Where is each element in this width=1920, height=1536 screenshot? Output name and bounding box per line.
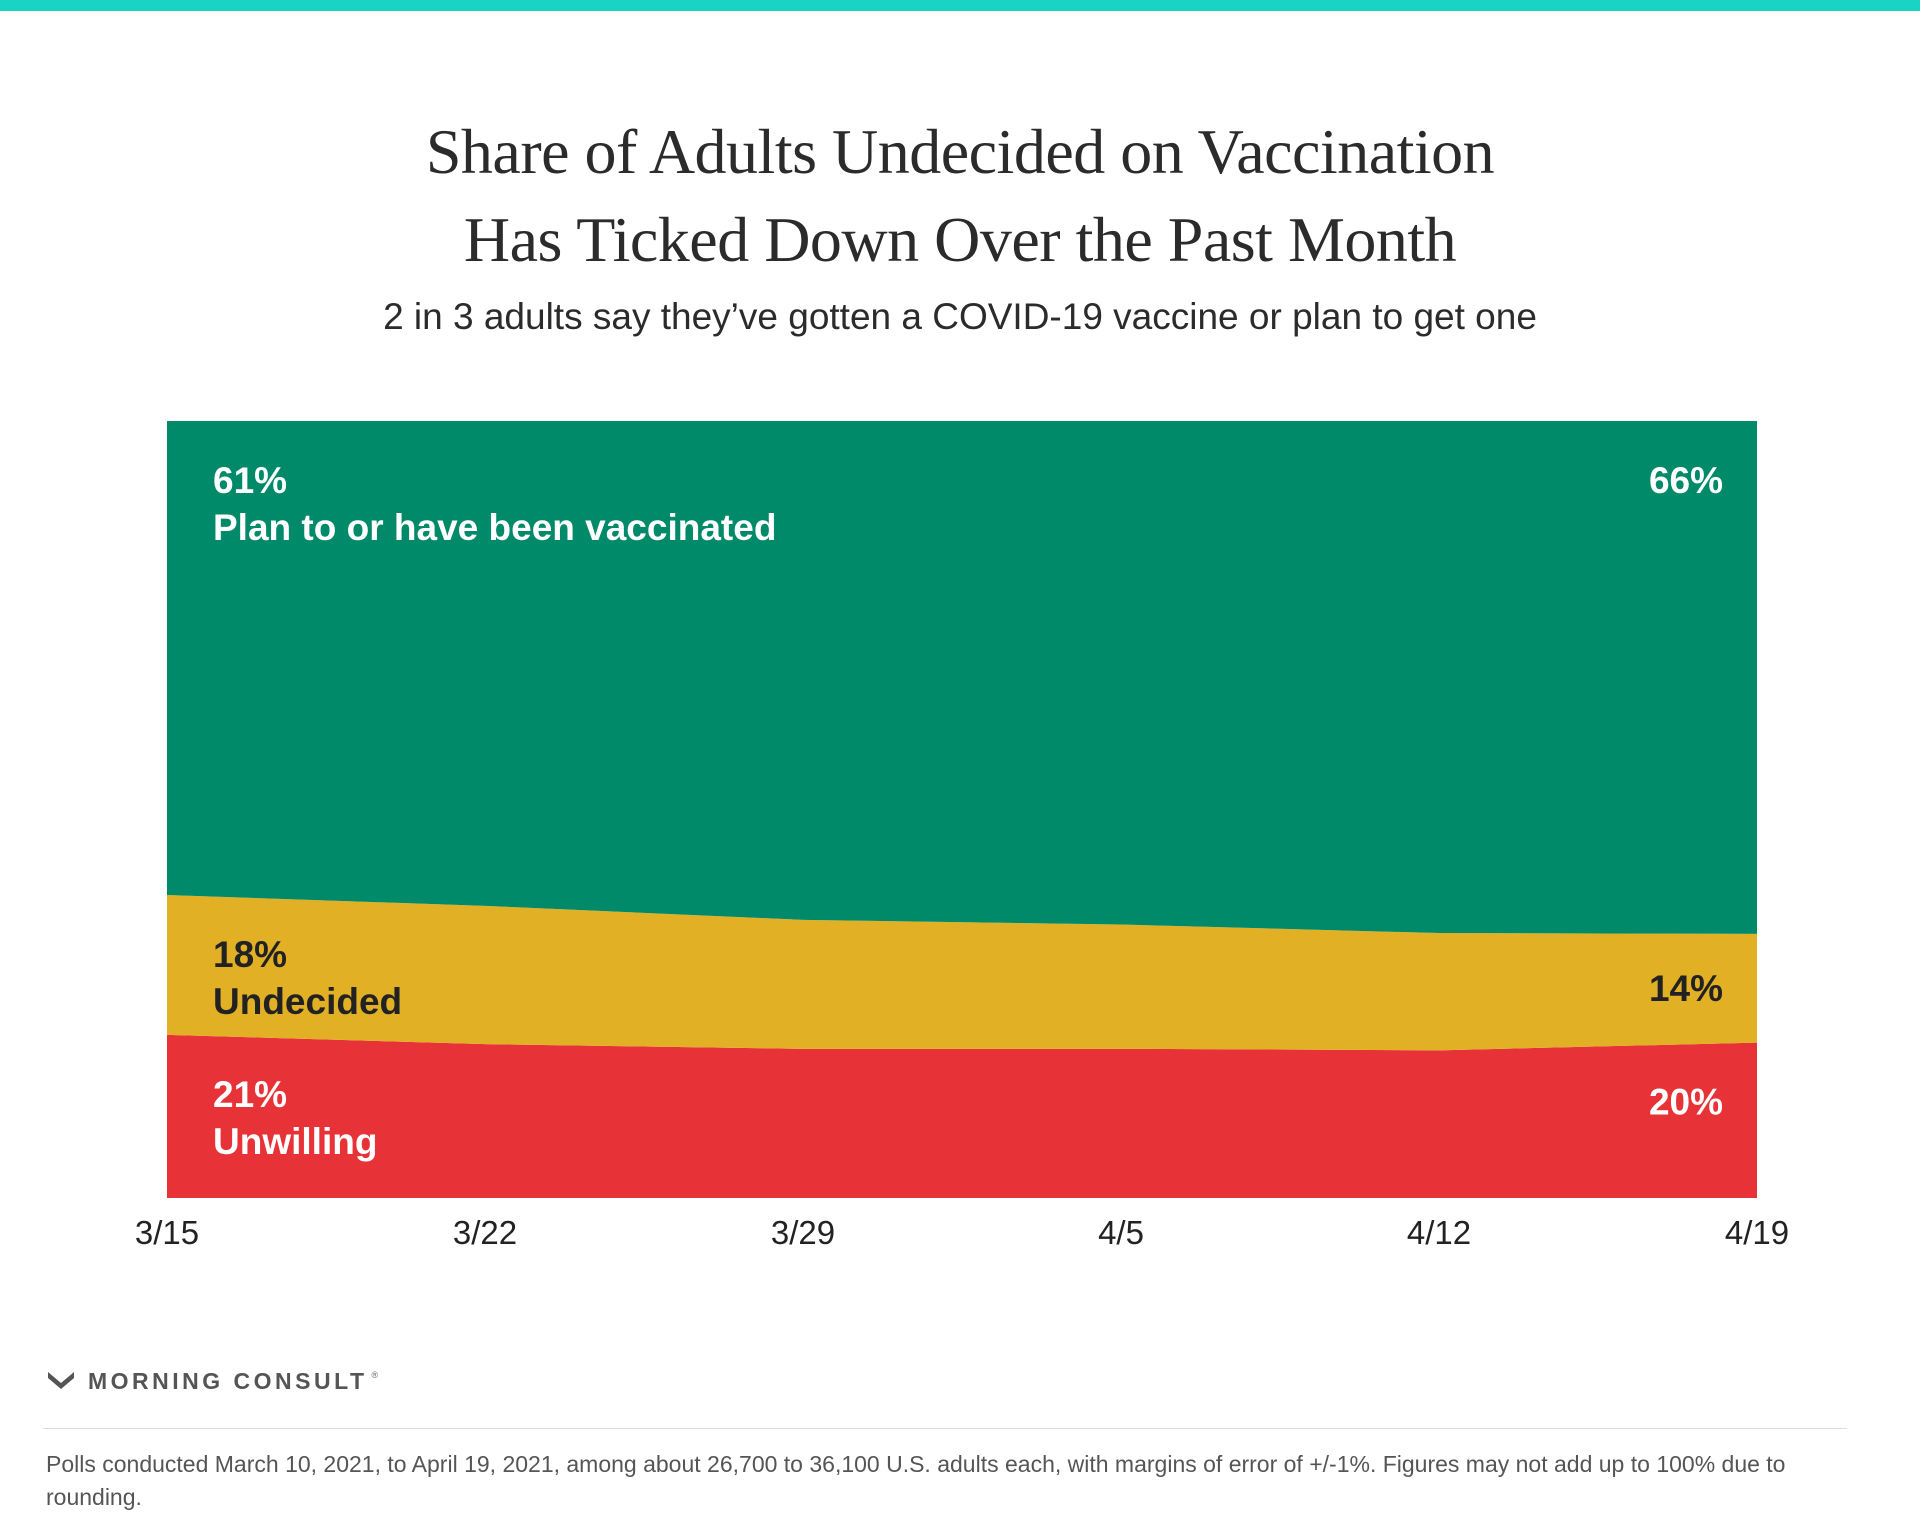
stacked-area-chart: 21% Unwilling 20% 18% Undecided 14% 61% Plan to… [135,421,1789,1251]
chart-title-line-2: Has Ticked Down Over the Past Month [463,204,1457,275]
x-tick-label: 4/12 [1407,1214,1471,1251]
chart-subtitle: 2 in 3 adults say they’ve gotten a COVID… [383,296,1537,337]
morning-consult-m-icon [48,1372,74,1389]
chart-title-line-1: Share of Adults Undecided on Vaccination [425,116,1495,187]
start-value-plan-to-or-have-been-vaccinated: 61% [213,460,287,501]
area-plan-to-or-have-been-vaccinated [167,421,1757,934]
x-tick-label: 4/19 [1725,1214,1789,1251]
brand-logo: MORNING CONSULT ® [46,1366,378,1396]
registered-mark: ® [371,1370,379,1380]
series-label-plan-to-or-have-been-vaccinated: Plan to or have been vaccinated [213,507,776,548]
x-tick-label: 4/5 [1098,1214,1144,1251]
end-value-undecided: 14% [1649,968,1723,1009]
x-tick-label: 3/22 [453,1214,517,1251]
end-value-plan-to-or-have-been-vaccinated: 66% [1649,460,1723,501]
top-accent-bar [0,0,1920,11]
end-value-unwilling: 20% [1649,1082,1723,1123]
start-value-undecided: 18% [213,934,287,975]
x-tick-label: 3/29 [771,1214,835,1251]
x-tick-label: 3/15 [135,1214,199,1251]
area-unwilling [167,1034,1757,1198]
brand-name: MORNING CONSULT [88,1367,368,1394]
area-undecided [167,894,1757,1051]
footnote: Polls conducted March 10, 2021, to April… [46,1451,1786,1510]
chart-title: Share of Adults Undecided on Vaccination… [0,108,1920,284]
series-label-undecided: Undecided [213,981,402,1022]
start-value-unwilling: 21% [213,1074,287,1115]
footer-divider [43,1428,1847,1429]
series-label-unwilling: Unwilling [213,1121,377,1162]
